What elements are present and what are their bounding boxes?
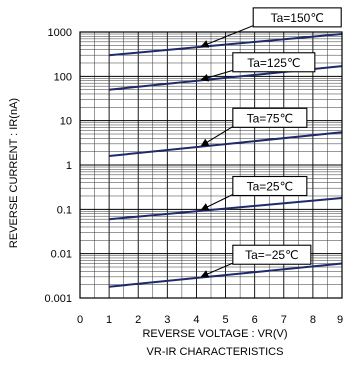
series-line-1 xyxy=(109,33,343,57)
annotation-label: Ta=75℃ xyxy=(247,111,294,125)
y-tick-label: 1 xyxy=(66,160,72,172)
x-axis-title: REVERSE VOLTAGE : VR(V) xyxy=(142,328,287,340)
x-tick-label: 7 xyxy=(281,314,287,326)
y-tick-label: 0.001 xyxy=(44,293,72,305)
series-annotations: Ta=150℃ Ta=125℃ Ta=75℃ Ta=25℃ Ta=−25℃ xyxy=(200,7,342,278)
x-tick-label: 8 xyxy=(310,314,316,326)
y-tick-label: 0.1 xyxy=(57,204,72,216)
annotation-arrow xyxy=(200,69,235,82)
x-tick-labels: 0 1 2 3 4 5 6 7 8 9 xyxy=(77,314,343,326)
y-tick-label: 1000 xyxy=(48,27,72,39)
series-line-3 xyxy=(108,131,343,157)
annotation-label: Ta=−25℃ xyxy=(245,248,299,262)
annotation-arrow xyxy=(200,261,236,278)
annotation-label: Ta=125℃ xyxy=(247,56,300,70)
x-tick-label: 6 xyxy=(252,314,258,326)
annotation-box xyxy=(232,244,312,265)
annotation-box xyxy=(232,175,308,197)
x-tick-label: 9 xyxy=(337,314,343,326)
x-tick-label: 0 xyxy=(77,314,83,326)
series-line-4 xyxy=(109,197,343,221)
series-line-5 xyxy=(109,262,343,288)
y-tick-labels: 1000 100 10 1 0.1 0.01 0.001 xyxy=(44,27,72,305)
x-tick-label: 5 xyxy=(222,314,228,326)
chart-title: VR-IR CHARACTERISTICS xyxy=(147,346,284,358)
plot-frame xyxy=(79,31,343,299)
x-tick-label: 4 xyxy=(193,314,199,326)
x-tick-label: 3 xyxy=(164,314,170,326)
y-tick-label: 10 xyxy=(60,116,72,128)
annotation-box xyxy=(232,107,308,128)
annotation-label: Ta=150℃ xyxy=(271,11,324,25)
annotation-arrow xyxy=(200,193,236,211)
y-tick-label: 100 xyxy=(54,71,72,83)
y-tick-label: 0.01 xyxy=(51,249,72,261)
annotation-box xyxy=(232,52,316,73)
y-axis-title: REVERSE CURRENT : IR(nA) xyxy=(8,98,20,248)
x-tick-label: 2 xyxy=(135,314,141,326)
annotation-label: Ta=25℃ xyxy=(247,180,294,194)
annotation-arrow xyxy=(200,124,236,147)
annotation-arrow xyxy=(200,24,256,48)
annotation-box xyxy=(252,7,342,28)
x-tick-label: 1 xyxy=(106,314,112,326)
